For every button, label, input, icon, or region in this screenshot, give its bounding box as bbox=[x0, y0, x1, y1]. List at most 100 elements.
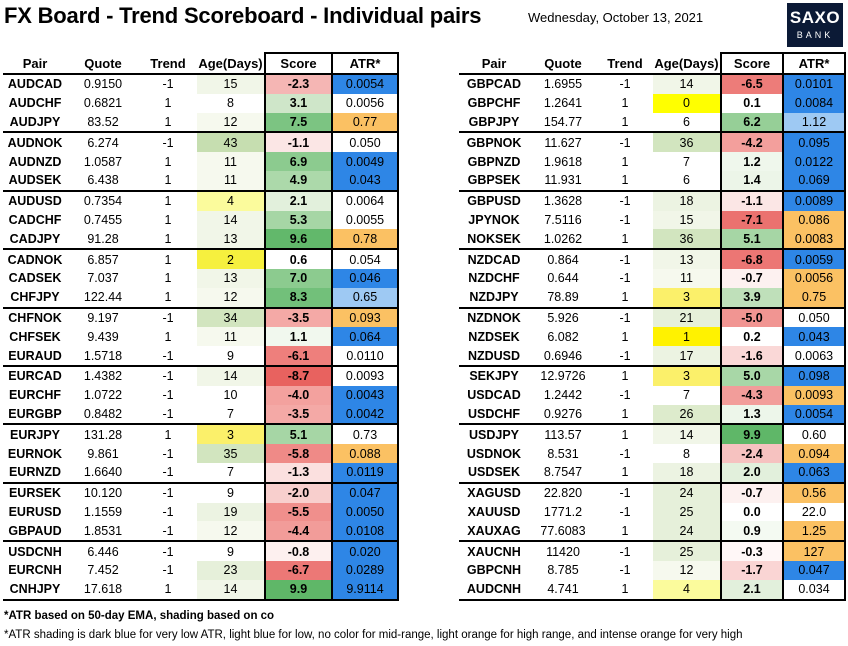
logo-line2: BANK bbox=[796, 30, 834, 40]
col-header-pair[interactable]: Pair bbox=[459, 53, 529, 75]
cell-trend: 1 bbox=[164, 427, 172, 442]
col-header-age[interactable]: Age(Days) bbox=[653, 53, 721, 75]
table-row[interactable]: CNHJPY 17.618 1 14 9.9 9.9114 bbox=[3, 579, 399, 601]
table-row[interactable]: CHFNOK 9.197 -1 34 -3.5 0.093 bbox=[3, 307, 399, 328]
col-header-trend[interactable]: Trend bbox=[139, 53, 197, 75]
col-header-trend[interactable]: Trend bbox=[597, 53, 653, 75]
col-header-atr[interactable]: ATR* bbox=[783, 52, 846, 75]
cell-atr: 0.0049 bbox=[332, 152, 399, 171]
table-row[interactable]: NZDCHF 0.644 -1 11 -0.7 0.0056 bbox=[459, 268, 846, 288]
cell-score: -5.8 bbox=[264, 444, 333, 463]
table-row[interactable]: NZDSEK 6.082 1 1 0.2 0.043 bbox=[459, 327, 846, 347]
cell-pair: NOKSEK bbox=[459, 229, 529, 251]
table-row[interactable]: GBPNZD 1.9618 1 7 1.2 0.0122 bbox=[459, 152, 846, 171]
table-row[interactable]: USDJPY 113.57 1 14 9.9 0.60 bbox=[459, 424, 846, 445]
table-row[interactable]: USDSEK 8.7547 1 18 2.0 0.063 bbox=[459, 462, 846, 484]
table-row[interactable]: XAUCNH 11420 -1 25 -0.3 127 bbox=[459, 541, 846, 561]
table-row[interactable]: EURJPY 131.28 1 3 5.1 0.73 bbox=[3, 424, 399, 445]
table-row[interactable]: GBPUSD 1.3628 -1 18 -1.1 0.0089 bbox=[459, 190, 846, 211]
cell-pair: XAGUSD bbox=[467, 486, 521, 501]
table-row[interactable]: USDCNH 6.446 -1 9 -0.8 0.020 bbox=[3, 541, 399, 561]
table-row[interactable]: CADCHF 0.7455 1 14 5.3 0.0055 bbox=[3, 210, 399, 230]
col-header-quote[interactable]: Quote bbox=[529, 53, 597, 75]
table-row[interactable]: EURUSD 1.1559 -1 19 -5.5 0.0050 bbox=[3, 502, 399, 522]
table-row[interactable]: JPYNOK 7.5116 -1 15 -7.1 0.086 bbox=[459, 210, 846, 230]
cell-trend: -1 bbox=[139, 462, 197, 484]
cell-atr: 1.12 bbox=[783, 112, 846, 134]
table-row[interactable]: AUDUSD 0.7354 1 4 2.1 0.0064 bbox=[3, 190, 399, 211]
table-row[interactable]: GBPJPY 154.77 1 6 6.2 1.12 bbox=[459, 112, 846, 134]
footnote-atr-basis: *ATR based on 50-day EMA, shading based … bbox=[4, 610, 275, 622]
cell-score: 9.9 bbox=[264, 579, 333, 601]
col-header-pair[interactable]: Pair bbox=[3, 53, 67, 75]
table-row[interactable]: GBPAUD 1.8531 -1 12 -4.4 0.0108 bbox=[3, 521, 399, 543]
table-row[interactable]: AUDSEK 6.438 1 11 4.9 0.043 bbox=[3, 170, 399, 192]
cell-score: -0.8 bbox=[264, 541, 333, 561]
report-date: Wednesday, October 13, 2021 bbox=[528, 10, 704, 25]
cell-atr: 22.0 bbox=[783, 502, 846, 522]
cell-age: 13 bbox=[653, 249, 721, 269]
table-row[interactable]: USDNOK 8.531 -1 8 -2.4 0.094 bbox=[459, 444, 846, 463]
table-row[interactable]: AUDJPY 83.52 1 12 7.5 0.77 bbox=[3, 112, 399, 134]
table-row[interactable]: NOKSEK 1.0262 1 36 5.1 0.0083 bbox=[459, 229, 846, 251]
table-row[interactable]: AUDCHF 0.6821 1 8 3.1 0.0056 bbox=[3, 93, 399, 113]
cell-trend: 1 bbox=[597, 462, 653, 484]
cell-pair: GBPCNH bbox=[466, 563, 522, 578]
table-row[interactable]: EURSEK 10.120 -1 9 -2.0 0.047 bbox=[3, 482, 399, 503]
table-row[interactable]: EURCAD 1.4382 -1 14 -8.7 0.0093 bbox=[3, 365, 399, 386]
cell-age: 14 bbox=[653, 424, 721, 445]
table-row[interactable]: XAUXAG 77.6083 1 24 0.9 1.25 bbox=[459, 521, 846, 543]
cell-age: 12 bbox=[197, 521, 265, 543]
table-row[interactable]: GBPCAD 1.6955 -1 14 -6.5 0.0101 bbox=[459, 74, 846, 94]
table-row[interactable]: GBPSEK 11.931 1 6 1.4 0.069 bbox=[459, 170, 846, 192]
col-header-age[interactable]: Age(Days) bbox=[197, 53, 265, 75]
table-row[interactable]: EURAUD 1.5718 -1 9 -6.1 0.0110 bbox=[3, 346, 399, 367]
table-row[interactable]: CADJPY 91.28 1 13 9.6 0.78 bbox=[3, 229, 399, 251]
cell-trend: -1 bbox=[162, 486, 174, 501]
table-row[interactable]: GBPCHF 1.2641 1 0 0.1 0.0084 bbox=[459, 93, 846, 113]
col-header-atr[interactable]: ATR* bbox=[332, 52, 399, 75]
table-row[interactable]: EURNOK 9.861 -1 35 -5.8 0.088 bbox=[3, 444, 399, 463]
cell-atr: 0.034 bbox=[783, 579, 846, 601]
cell-age: 17 bbox=[653, 346, 721, 367]
table-row[interactable]: EURCHF 1.0722 -1 10 -4.0 0.0043 bbox=[3, 385, 399, 405]
table-row[interactable]: AUDCAD 0.9150 -1 15 -2.3 0.0054 bbox=[3, 74, 399, 94]
cell-quote: 1.4382 bbox=[83, 369, 123, 384]
table-row[interactable]: EURGBP 0.8482 -1 7 -3.5 0.0042 bbox=[3, 404, 399, 426]
cell-quote: 154.77 bbox=[529, 112, 597, 134]
col-header-quote[interactable]: Quote bbox=[67, 53, 139, 75]
col-header-score[interactable]: Score bbox=[720, 52, 784, 75]
cell-trend: 1 bbox=[139, 112, 197, 134]
table-row[interactable]: NZDUSD 0.6946 -1 17 -1.6 0.0063 bbox=[459, 346, 846, 367]
table-row[interactable]: NZDJPY 78.89 1 3 3.9 0.75 bbox=[459, 287, 846, 309]
cell-quote: 1.0722 bbox=[83, 388, 123, 403]
cell-atr: 0.0054 bbox=[332, 74, 399, 94]
table-row[interactable]: EURNZD 1.6640 -1 7 -1.3 0.0119 bbox=[3, 462, 399, 484]
cell-age: 18 bbox=[653, 462, 721, 484]
cell-trend: -1 bbox=[162, 388, 174, 403]
table-row[interactable]: CHFJPY 122.44 1 12 8.3 0.65 bbox=[3, 287, 399, 309]
cell-pair: CHFSEK bbox=[9, 329, 61, 344]
table-row[interactable]: SEKJPY 12.9726 1 3 5.0 0.098 bbox=[459, 365, 846, 386]
table-row[interactable]: CADSEK 7.037 1 13 7.0 0.046 bbox=[3, 268, 399, 288]
table-row[interactable]: AUDCNH 4.741 1 4 2.1 0.034 bbox=[459, 579, 846, 601]
table-row[interactable]: XAGUSD 22.820 -1 24 -0.7 0.56 bbox=[459, 482, 846, 503]
table-row[interactable]: CADNOK 6.857 1 2 0.6 0.054 bbox=[3, 249, 399, 269]
table-row[interactable]: NZDCAD 0.864 -1 13 -6.8 0.0059 bbox=[459, 249, 846, 269]
table-row[interactable]: XAUUSD 1771.2 -1 25 0.0 22.0 bbox=[459, 502, 846, 522]
col-header-score[interactable]: Score bbox=[264, 52, 333, 75]
cell-trend: -1 bbox=[162, 446, 174, 461]
table-row[interactable]: USDCAD 1.2442 -1 7 -4.3 0.0093 bbox=[459, 385, 846, 405]
table-row[interactable]: GBPCNH 8.785 -1 12 -1.7 0.047 bbox=[459, 560, 846, 580]
table-row[interactable]: GBPNOK 11.627 -1 36 -4.2 0.095 bbox=[459, 132, 846, 153]
table-row[interactable]: CHFSEK 9.439 1 11 1.1 0.064 bbox=[3, 327, 399, 347]
table-row[interactable]: AUDNOK 6.274 -1 43 -1.1 0.050 bbox=[3, 132, 399, 153]
cell-quote: 113.57 bbox=[544, 427, 582, 442]
cell-score: 7.0 bbox=[264, 268, 333, 288]
cell-pair: AUDCNH bbox=[459, 579, 529, 601]
cell-trend: -1 bbox=[162, 310, 174, 325]
table-row[interactable]: USDCHF 0.9276 1 26 1.3 0.0054 bbox=[459, 404, 846, 426]
table-row[interactable]: AUDNZD 1.0587 1 11 6.9 0.0049 bbox=[3, 152, 399, 171]
table-row[interactable]: NZDNOK 5.926 -1 21 -5.0 0.050 bbox=[459, 307, 846, 328]
table-row[interactable]: EURCNH 7.452 -1 23 -6.7 0.0289 bbox=[3, 560, 399, 580]
